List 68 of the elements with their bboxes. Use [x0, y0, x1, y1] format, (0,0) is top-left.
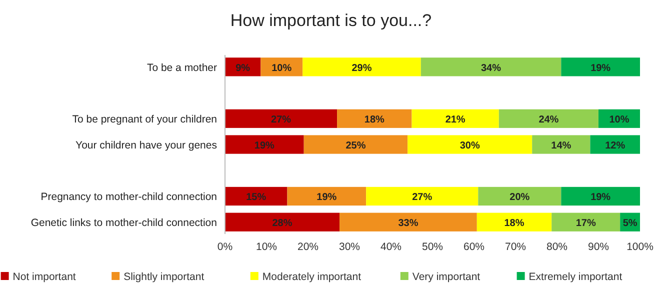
data-label: 14% [551, 140, 572, 152]
chart-title: How important is to you...? [230, 11, 432, 30]
y-tick-label: Genetic links to mother-child connection [30, 217, 218, 230]
legend-label: Very important [412, 271, 480, 283]
data-label: 25% [346, 140, 366, 152]
data-label: 18% [504, 218, 524, 230]
bar [225, 135, 304, 154]
x-tick-label: 80% [546, 241, 568, 253]
bar [478, 186, 562, 206]
data-label: 10% [272, 62, 292, 74]
data-label: 27% [412, 192, 432, 204]
data-label: 33% [398, 218, 418, 230]
legend-label: Not important [12, 271, 76, 283]
bar [412, 109, 499, 128]
x-tick-label: 20% [297, 241, 319, 253]
legend-label: Moderately important [262, 271, 362, 283]
x-tick-label: 10% [256, 241, 278, 253]
x-tick-label: 30% [338, 241, 360, 253]
bar [366, 186, 478, 206]
data-label: 20% [510, 192, 530, 204]
data-label: 5% [622, 218, 638, 230]
bar [590, 135, 640, 154]
bar [561, 186, 640, 206]
data-label: 34% [481, 62, 502, 74]
y-tick-label: Pregnancy to mother-child connection [40, 191, 218, 204]
data-label: 30% [460, 140, 480, 152]
data-label: 28% [272, 218, 292, 230]
bar [552, 212, 620, 232]
x-tick-label: 50% [422, 241, 444, 253]
x-tick-label: 100% [626, 241, 654, 253]
x-tick-label: 60% [463, 241, 485, 253]
bar [225, 109, 338, 128]
bar [420, 58, 562, 76]
x-tick-label: 0% [217, 241, 233, 253]
y-tick-label: To be pregnant of your children [72, 114, 218, 126]
legend-label: Extremely important [528, 271, 622, 283]
y-tick-label: Your children have your genes [76, 140, 217, 152]
bar [225, 186, 288, 206]
data-label: 9% [236, 62, 250, 74]
data-label: 18% [364, 114, 385, 126]
data-label: 15% [246, 192, 266, 204]
y-tick-label: To be a mother [146, 62, 218, 74]
data-label: 10% [609, 114, 630, 126]
bar [337, 109, 412, 128]
x-tick-label: 40% [380, 241, 402, 253]
data-label: 29% [352, 62, 372, 74]
data-label: 19% [590, 62, 611, 74]
bar [408, 135, 532, 154]
bar [476, 212, 552, 232]
bar [561, 58, 640, 76]
x-tick-label: 90% [588, 241, 610, 253]
data-label: 12% [605, 140, 626, 152]
data-label: 17% [576, 218, 596, 230]
bar [498, 109, 598, 128]
data-label: 19% [254, 140, 275, 152]
x-tick-label: 70% [504, 241, 526, 253]
legend-label: Slightly important [124, 271, 204, 283]
data-label: 19% [316, 192, 337, 204]
bar [225, 212, 340, 232]
bar [287, 186, 366, 206]
data-label: 19% [590, 192, 611, 204]
bar [302, 58, 421, 76]
bar [340, 212, 477, 232]
bar [532, 135, 590, 154]
bar [304, 135, 408, 154]
data-label: 27% [271, 114, 292, 126]
data-label: 24% [538, 114, 559, 126]
data-label: 21% [445, 114, 466, 126]
